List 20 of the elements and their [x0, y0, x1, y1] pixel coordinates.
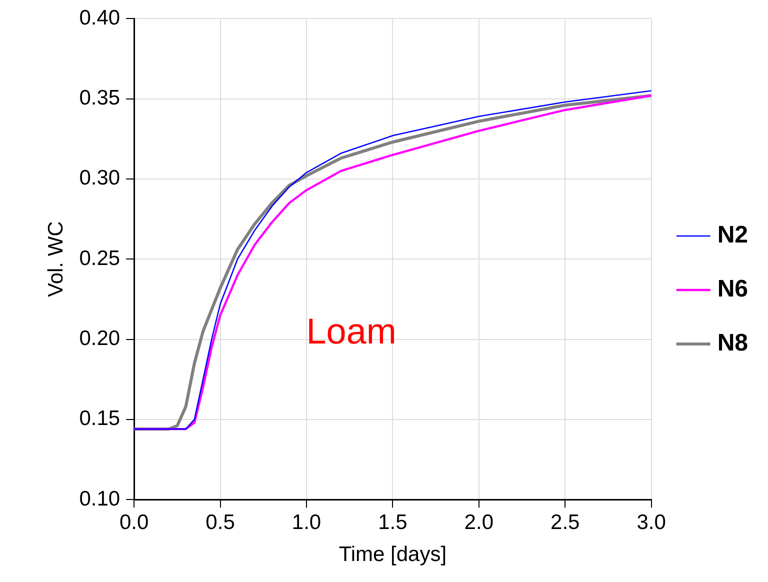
- y-tick-label: 0.20: [79, 327, 120, 350]
- y-tick-label: 0.35: [79, 86, 120, 110]
- y-tick-label: 0.40: [79, 6, 120, 30]
- annotation: Loam: [306, 310, 396, 352]
- x-tick-label: 1.5: [378, 510, 408, 534]
- x-axis-title: Time [days]: [338, 543, 447, 566]
- x-tick-label: 1.0: [292, 510, 322, 534]
- x-tick-label: 2.5: [550, 510, 580, 534]
- x-tick-label: 3.0: [636, 510, 666, 534]
- x-tick-label: 0.0: [119, 510, 149, 534]
- y-tick-label: 0.10: [79, 487, 120, 510]
- y-axis-title: Vol. WC: [44, 221, 68, 298]
- y-tick-label: 0.25: [79, 246, 120, 270]
- legend-label: N2: [717, 222, 748, 249]
- x-tick-label: 0.5: [206, 510, 235, 534]
- legend-label: N6: [717, 276, 748, 303]
- x-tick-label: 2.0: [464, 510, 494, 534]
- y-tick-label: 0.15: [79, 407, 120, 430]
- y-tick-label: 0.30: [79, 166, 120, 190]
- legend-label: N8: [717, 330, 748, 357]
